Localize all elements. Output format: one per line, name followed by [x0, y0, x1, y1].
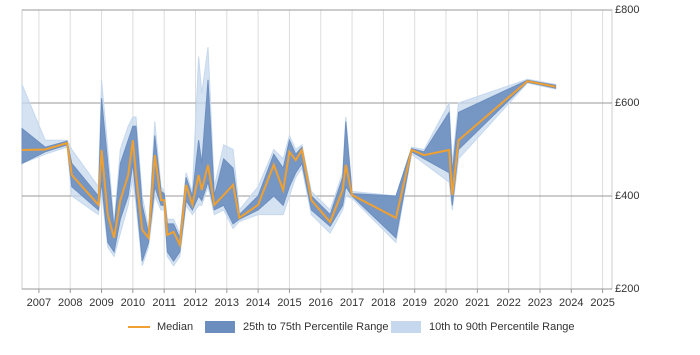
legend-label: Median [157, 321, 193, 333]
legend-label: 25th to 75th Percentile Range [243, 321, 389, 333]
x-tick-label: 2022 [496, 297, 520, 309]
y-tick-label: £800 [615, 4, 639, 16]
x-tick-label: 2007 [27, 297, 51, 309]
y-tick-label: £600 [615, 97, 639, 109]
x-tick-label: 2011 [152, 297, 176, 309]
median-line [21, 80, 556, 249]
x-tick-label: 2018 [371, 297, 395, 309]
x-tick-label: 2010 [121, 297, 145, 309]
x-tick-label: 2009 [89, 297, 113, 309]
y-tick-label: £200 [615, 283, 639, 295]
legend-swatch [391, 321, 421, 333]
x-tick-label: 2016 [309, 297, 333, 309]
x-tick-label: 2019 [402, 297, 426, 309]
x-tick-label: 2023 [528, 297, 552, 309]
x-tick-label: 2017 [340, 297, 364, 309]
x-tick-label: 2014 [246, 297, 270, 309]
legend-swatch [205, 321, 235, 333]
x-tick-label: 2013 [215, 297, 239, 309]
percentile-band [21, 79, 557, 262]
x-tick-label: 2024 [559, 297, 583, 309]
x-tick-label: 2021 [465, 297, 489, 309]
x-tick-label: 2020 [434, 297, 458, 309]
x-tick-label: 2015 [277, 297, 301, 309]
y-tick-label: £400 [615, 190, 639, 202]
x-tick-label: 2012 [183, 297, 207, 309]
x-tick-label: 2008 [58, 297, 82, 309]
legend-label: 10th to 90th Percentile Range [429, 321, 575, 333]
x-tick-label: 2025 [590, 297, 614, 309]
